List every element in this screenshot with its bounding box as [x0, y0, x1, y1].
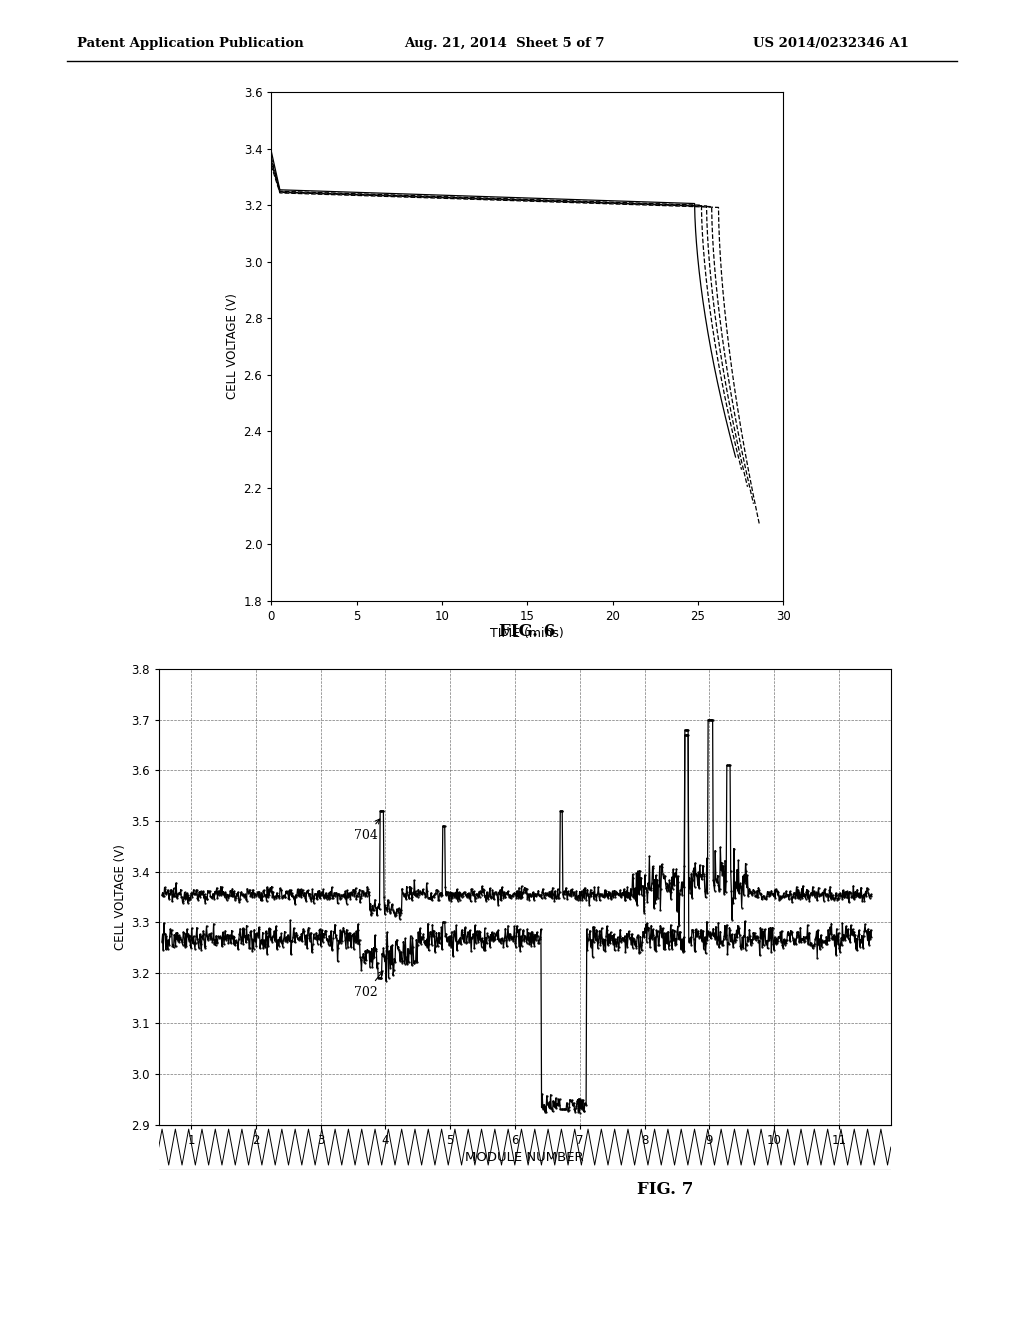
X-axis label: MODULE NUMBER: MODULE NUMBER — [466, 1151, 584, 1164]
Y-axis label: CELL VOLTAGE (V): CELL VOLTAGE (V) — [226, 293, 240, 400]
Text: Aug. 21, 2014  Sheet 5 of 7: Aug. 21, 2014 Sheet 5 of 7 — [404, 37, 605, 50]
Text: US 2014/0232346 A1: US 2014/0232346 A1 — [753, 37, 908, 50]
Text: FIG. 7: FIG. 7 — [637, 1181, 694, 1199]
Text: FIG. 6: FIG. 6 — [500, 623, 555, 640]
X-axis label: TIME (mins): TIME (mins) — [490, 627, 564, 640]
Text: 704: 704 — [354, 820, 380, 842]
Text: 702: 702 — [354, 972, 383, 999]
Text: Patent Application Publication: Patent Application Publication — [77, 37, 303, 50]
Y-axis label: CELL VOLTAGE (V): CELL VOLTAGE (V) — [114, 843, 127, 950]
